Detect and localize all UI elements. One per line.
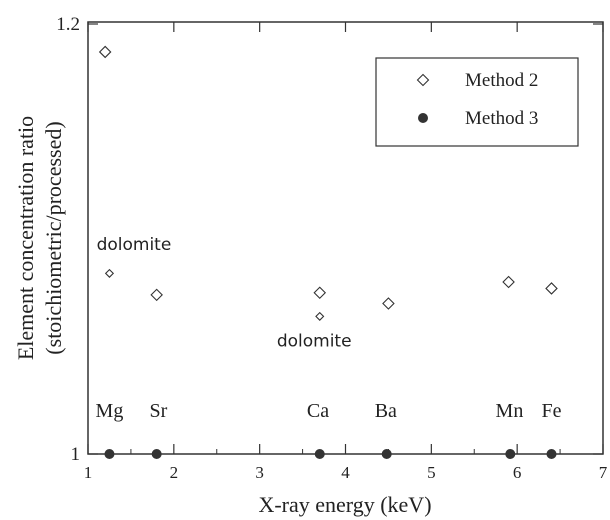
element-labels: Mg Sr Ca Ba Mn Fe: [96, 400, 562, 422]
x-tick-labels: 1 2 3 4 5 6 7: [84, 463, 608, 482]
x-tick-label: 4: [341, 463, 350, 482]
legend-box: [375, 57, 579, 147]
method3-point: [104, 449, 115, 459]
x-tick-label: 5: [427, 463, 436, 482]
element-label: Sr: [149, 400, 167, 422]
y-axis-label: Element concentration ratio (stoichiomet…: [13, 116, 66, 360]
element-label: Mg: [96, 400, 124, 422]
y-tick-label: 1: [71, 444, 81, 465]
y-tick-labels: 11.2: [56, 14, 80, 465]
method2-point: [502, 275, 515, 289]
legend-label: Method 3: [465, 108, 538, 129]
x-tick-label: 7: [599, 463, 608, 482]
dolomite-annotations: dolomite dolomite: [97, 235, 352, 352]
method3-point: [546, 449, 557, 459]
legend: Method 2 Method 3: [375, 57, 579, 147]
dolomite-annotation: dolomite: [97, 235, 172, 255]
x-axis-label: X-ray energy (keV): [258, 492, 431, 517]
x-tick-label: 2: [170, 463, 179, 482]
dolomite-annotation: dolomite: [277, 332, 352, 352]
legend-entries: Method 2 Method 3: [416, 70, 538, 129]
method3-point: [314, 449, 325, 459]
x-tick-label: 3: [255, 463, 264, 482]
axis-ticks: [87, 22, 604, 455]
method2-dolomite-point: [104, 268, 115, 278]
method2-point: [150, 288, 163, 302]
method2-point: [382, 297, 395, 310]
element-label: Mn: [496, 400, 524, 422]
method2-point: [313, 286, 327, 300]
x-tick-label: 6: [513, 463, 522, 482]
method2-dolomite-point: [315, 311, 325, 321]
method3-point: [151, 449, 162, 459]
legend-method2-marker: [416, 73, 430, 87]
x-tick-label: 1: [84, 463, 93, 482]
y-axis-label-line-1: Element concentration ratio: [13, 116, 38, 360]
method3-point: [381, 449, 392, 459]
method2-point: [98, 45, 112, 59]
element-label: Ca: [307, 400, 329, 422]
element-label: Fe: [542, 400, 562, 422]
y-axis-label-line-2: (stoichiometric/processed): [41, 121, 66, 354]
y-tick-label: 1.2: [56, 14, 80, 35]
data-points: [98, 45, 558, 459]
element-label: Ba: [375, 400, 397, 422]
method3-point: [505, 449, 516, 459]
method2-point: [545, 282, 558, 295]
legend-label: Method 2: [465, 70, 538, 91]
legend-method3-marker: [418, 113, 428, 123]
